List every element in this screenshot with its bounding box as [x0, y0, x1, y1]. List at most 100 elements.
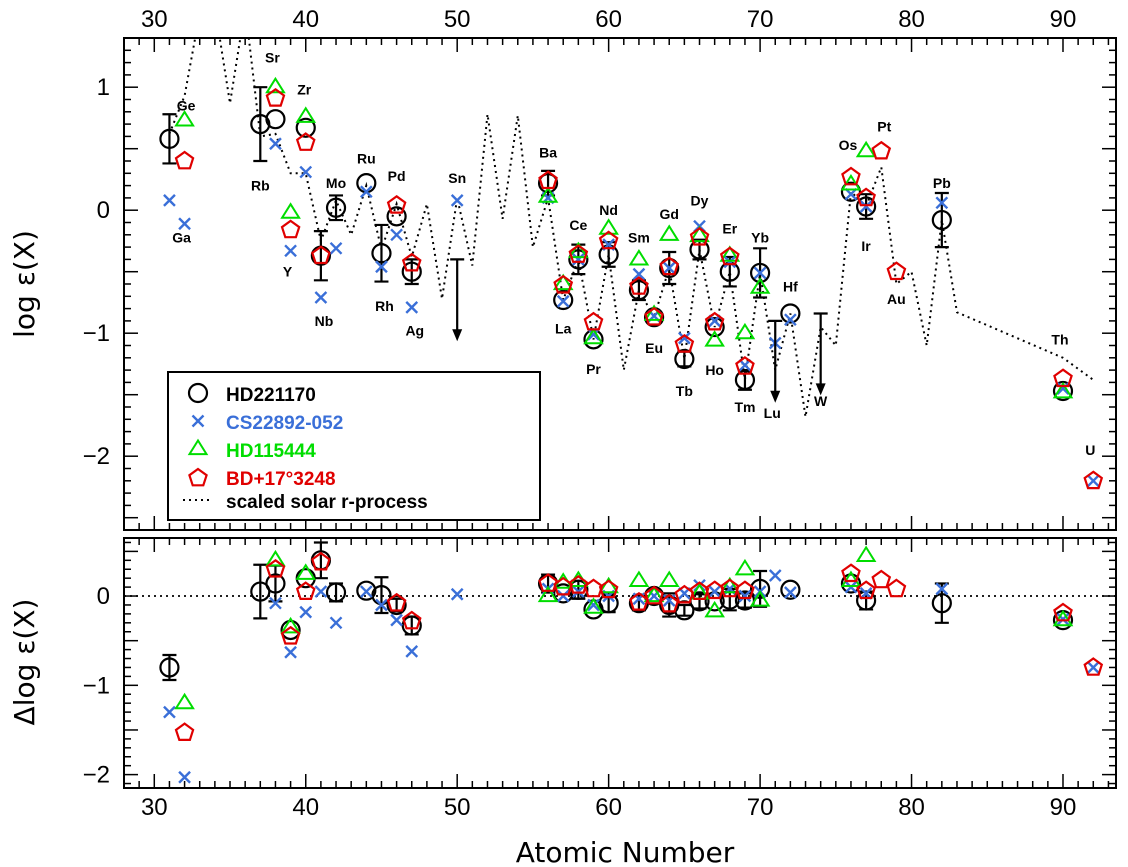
upper-limit-arrow [768, 319, 783, 395]
error-bar [253, 563, 268, 620]
error-bar [677, 603, 692, 617]
point-hd115444 [568, 241, 589, 259]
x-tick-label-bottom: 50 [444, 794, 471, 821]
point-hd221170 [371, 243, 392, 264]
point-hd221170 [734, 369, 756, 391]
point-hd221170 [840, 181, 862, 202]
point-hd221170 [159, 128, 180, 149]
element-labels: Ge Ga Sr Zr Rb Y Nb Mo Ru Pd Rh Ag Sn Ba Ce Nd La Pr Sm Gd D… [172, 50, 1095, 458]
point-cs22892-052 [859, 200, 873, 213]
point-bd-17 [735, 356, 755, 375]
legend-label-hd221170: HD221170 [226, 385, 316, 406]
x-tick-label-top: 60 [595, 6, 622, 33]
legend-label-solar: scaled solar r-process [226, 492, 428, 513]
point-cs22892-052 [269, 596, 282, 610]
point-bd-17 [856, 187, 876, 207]
point-cs22892-052 [375, 260, 388, 274]
point-cs22892-052 [632, 267, 646, 281]
element-label: Gd [659, 206, 678, 222]
upper-limit-arrow [450, 258, 465, 334]
point-cs22892-052 [299, 165, 313, 179]
point-bd-17 [841, 563, 861, 583]
point-cs22892-052 [163, 705, 176, 719]
solar-curve-line [168, 38, 1094, 417]
point-bd-17 [886, 578, 907, 598]
point-bd-17 [629, 276, 649, 295]
point-hd115444 [537, 186, 559, 203]
element-label: Au [887, 291, 906, 307]
point-hd221170 [598, 593, 619, 614]
point-hd221170 [265, 109, 286, 130]
element-label: Ho [705, 362, 724, 378]
legend-box [167, 371, 541, 521]
point-cs22892-052 [299, 605, 313, 619]
y-tick-label-bottom: −1 [83, 672, 110, 699]
point-hd115444 [1052, 609, 1074, 627]
point-bd-17 [704, 311, 725, 331]
point-hd221170 [325, 582, 347, 603]
point-hd221170 [356, 580, 377, 601]
point-cs22892-052 [844, 187, 858, 201]
point-bd-17 [174, 722, 195, 742]
x-tick-label-bottom: 60 [595, 794, 622, 821]
y-tick-label-top: 0 [97, 197, 110, 224]
point-bd-17 [871, 140, 892, 160]
point-bd-17 [644, 585, 664, 605]
point-hd115444 [295, 106, 317, 123]
point-cs22892-052 [844, 580, 858, 594]
y-tick-label-top: −1 [83, 320, 110, 347]
top-panel-points [159, 76, 1104, 490]
element-label: Zr [297, 82, 312, 98]
element-label: U [1085, 442, 1095, 458]
y-tick-label-top: −2 [83, 443, 110, 470]
point-bd-17 [280, 625, 301, 645]
element-label: Nb [315, 313, 334, 329]
point-bd-17 [174, 150, 195, 170]
point-hd115444 [583, 327, 604, 345]
point-bd-17 [401, 610, 422, 630]
point-hd115444 [855, 140, 877, 158]
upper-limit-arrows [450, 258, 828, 403]
point-hd115444 [658, 224, 680, 241]
x-tick-label-bottom: 30 [141, 794, 168, 821]
point-hd221170 [159, 657, 180, 678]
legend-marker-hd221170 [187, 382, 209, 404]
point-hd115444 [719, 576, 741, 594]
point-hd115444 [598, 218, 619, 235]
point-hd115444 [643, 304, 665, 321]
point-cs22892-052 [359, 185, 373, 199]
point-cs22892-052 [556, 294, 570, 308]
point-hd115444 [704, 600, 725, 618]
legend: HD221170 CS22892-052 HD115444 BD+17°3248… [167, 371, 541, 521]
error-bar [374, 576, 389, 615]
point-bd-17 [386, 592, 407, 612]
point-bd-17 [886, 261, 907, 281]
element-label: Pb [933, 175, 951, 191]
point-hd115444 [749, 277, 771, 294]
element-label: Ru [357, 151, 376, 167]
point-bd-17 [583, 578, 604, 598]
point-hd115444 [704, 330, 725, 347]
point-cs22892-052 [784, 313, 797, 327]
point-cs22892-052 [935, 196, 949, 210]
x-tick-label-bottom: 40 [292, 794, 319, 821]
x-tick-label-bottom: 90 [1050, 794, 1077, 821]
legend-label-bd17: BD+17°3248 [226, 469, 336, 490]
point-bd-17 [280, 219, 301, 239]
point-hd221170 [250, 581, 271, 602]
bottom-panel-frame [123, 537, 1117, 789]
point-hd221170 [325, 197, 347, 218]
point-bd-17 [719, 578, 740, 598]
element-label: La [555, 320, 572, 336]
point-hd115444 [658, 570, 680, 587]
point-cs22892-052 [1056, 382, 1070, 395]
element-label: Ce [569, 217, 587, 233]
y-tick-label-bottom: 0 [97, 583, 110, 610]
element-label: Eu [645, 340, 663, 356]
point-cs22892-052 [314, 291, 328, 304]
point-bd-17 [568, 574, 589, 594]
point-cs22892-052 [450, 194, 464, 207]
point-hd115444 [689, 225, 710, 243]
point-hd115444 [749, 590, 771, 607]
